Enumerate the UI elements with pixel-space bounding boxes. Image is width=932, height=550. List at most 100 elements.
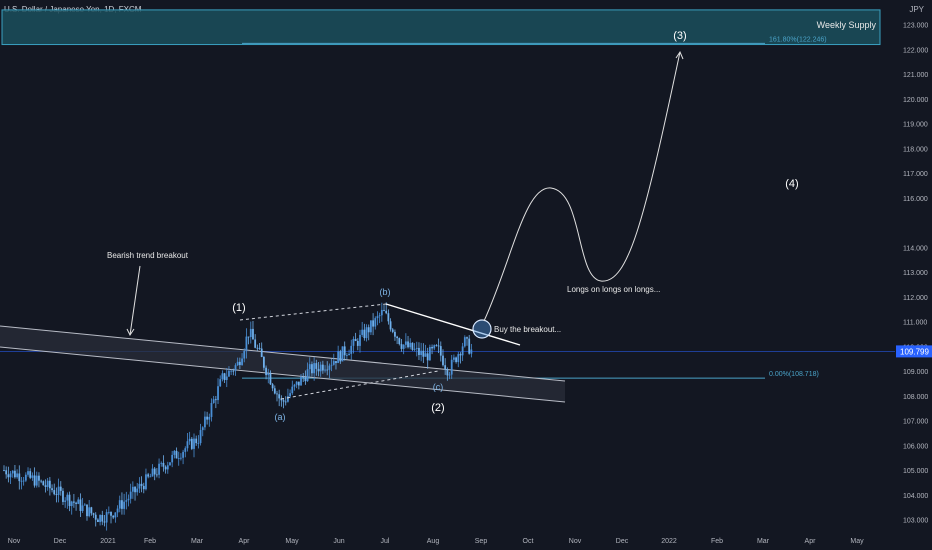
candle-body	[284, 401, 287, 403]
candle-body	[428, 346, 431, 361]
projection-path[interactable]	[483, 51, 681, 322]
candle-body	[461, 346, 464, 356]
candle-body	[5, 470, 8, 475]
candle-body	[201, 427, 204, 431]
candle-body	[107, 511, 110, 513]
time-tick-label: Dec	[54, 538, 67, 545]
candle-body	[463, 337, 466, 347]
candle-body	[324, 369, 326, 371]
candle-body	[92, 513, 95, 515]
bearish-arrow[interactable]	[129, 265, 141, 336]
candle-body	[378, 315, 381, 317]
buy-breakout-label: Buy the breakout...	[494, 325, 561, 334]
price-tick-label: 119.000	[903, 122, 928, 129]
candle-body	[415, 347, 418, 349]
price-tick-label: 121.000	[903, 72, 928, 79]
candle-body	[46, 480, 49, 487]
candle-body	[365, 327, 368, 339]
time-tick-label: Jul	[381, 538, 390, 545]
candle-body	[370, 320, 372, 333]
candle-body	[90, 507, 93, 514]
time-tick-label: Jun	[333, 538, 344, 545]
candle-body	[450, 359, 453, 375]
candle-body	[217, 386, 219, 401]
candle-body	[361, 329, 364, 335]
candle-body	[413, 348, 416, 350]
time-axis[interactable]: Nov Dec 2021 Feb Mar Apr May Jun Jul Aug Sep Oct Nov…	[8, 538, 864, 545]
candle-body	[77, 499, 80, 504]
candle-body	[437, 345, 440, 347]
candle-body	[125, 500, 128, 502]
candle-body	[404, 341, 407, 345]
candle-body	[282, 400, 285, 402]
candle-body	[123, 501, 126, 509]
candle-body	[396, 336, 399, 339]
candle-body	[136, 488, 139, 493]
candle-body	[164, 466, 167, 470]
wave-b-dashed-upper[interactable]	[239, 303, 387, 321]
candle-body	[422, 350, 425, 357]
candle-body	[304, 377, 307, 382]
currency-label[interactable]: JPY	[909, 5, 924, 14]
candle-body	[319, 364, 322, 372]
candle-body	[363, 329, 366, 339]
candle-body	[247, 336, 250, 338]
candle-body	[295, 381, 298, 385]
projection-arrowhead	[675, 50, 684, 60]
candle-body	[241, 358, 243, 366]
descending-channel[interactable]	[0, 326, 565, 402]
candle-body	[103, 521, 106, 523]
price-tick-label: 117.000	[903, 171, 928, 178]
candle-body	[121, 500, 123, 509]
time-tick-label: Mar	[757, 538, 770, 545]
candle-body	[300, 376, 302, 386]
candle-body	[457, 354, 460, 363]
candle-body	[343, 346, 346, 356]
candle-body	[160, 462, 163, 464]
candle-body	[262, 357, 265, 368]
candle-body	[313, 363, 316, 374]
channel-upper-line[interactable]	[0, 325, 566, 382]
price-tick-label: 123.000	[903, 23, 928, 30]
candle-body	[219, 379, 222, 387]
candle-body	[59, 486, 62, 491]
time-tick-label: Nov	[569, 538, 582, 545]
candle-body	[276, 393, 278, 395]
candle-body	[16, 473, 19, 478]
resistance-trendline[interactable]	[385, 303, 521, 346]
price-tick-label: 108.000	[903, 394, 928, 401]
time-tick-label: Feb	[144, 538, 156, 545]
candle-body	[27, 471, 29, 475]
candle-body	[221, 373, 224, 380]
candle-body	[64, 500, 67, 502]
candle-body	[118, 500, 121, 509]
candle-body	[206, 416, 209, 420]
candle-body	[232, 370, 235, 372]
price-axis[interactable]: 103.000 104.000 105.000 106.000 107.000 108.0…	[903, 23, 928, 525]
candle-body	[151, 468, 154, 477]
candle-body	[376, 316, 379, 319]
candle-body	[350, 345, 353, 354]
candles-group	[3, 302, 473, 531]
candle-body	[195, 438, 198, 444]
candle-body	[110, 511, 112, 516]
weekly-supply-zone[interactable]	[1, 9, 881, 46]
breakout-circle[interactable]	[472, 319, 492, 339]
candle-body	[337, 351, 340, 364]
candle-body	[193, 438, 195, 449]
candle-body	[225, 376, 228, 380]
candle-body	[14, 470, 16, 478]
candle-body	[214, 399, 217, 401]
candle-body	[140, 483, 143, 486]
candle-body	[204, 416, 206, 428]
fib-level-0-label: 0.00%(108.718)	[769, 371, 819, 378]
fib-level-161-8-label: 161.80%(122.246)	[769, 36, 827, 43]
candle-body	[55, 494, 58, 495]
candle-body	[448, 374, 451, 376]
wave-c-dashed-lower[interactable]	[280, 370, 439, 400]
candle-body	[446, 369, 449, 376]
candle-body	[199, 430, 202, 444]
channel-lower-line[interactable]	[0, 346, 566, 403]
bearish-arrowhead	[126, 328, 135, 336]
